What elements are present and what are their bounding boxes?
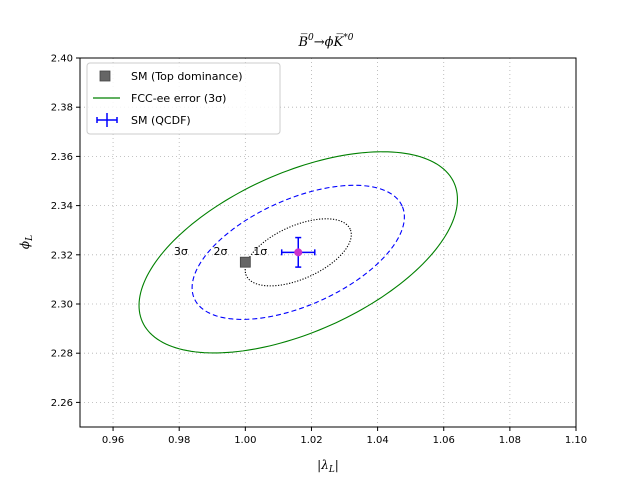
x-tick-label: 1.10 xyxy=(565,435,587,446)
x-axis-label: |λL| xyxy=(317,458,339,475)
y-tick-label: 2.38 xyxy=(51,103,73,114)
title-b-bar: B̅ xyxy=(297,34,308,50)
y-tick-label: 2.28 xyxy=(51,349,73,360)
x-tick-label: 1.08 xyxy=(499,435,521,446)
point-sm-qcdf xyxy=(280,236,316,268)
x-tick-label: 1.04 xyxy=(366,435,388,446)
y-tick-label: 2.26 xyxy=(51,398,73,409)
legend-items: SM (Top dominance) FCC-ee error (3σ) SM (Q… xyxy=(93,70,243,127)
legend-item: SM (QCDF) xyxy=(96,113,191,127)
legend-item: SM (Top dominance) xyxy=(99,70,243,83)
x-tick-label: 1.06 xyxy=(433,435,455,446)
legend-label: SM (QCDF) xyxy=(131,114,191,127)
y-axis-label: ϕL xyxy=(18,235,35,249)
confidence-ellipses xyxy=(138,151,459,354)
y-tick-label: 2.30 xyxy=(51,300,73,311)
ellipse-label: 2σ xyxy=(214,245,228,258)
legend-item: FCC-ee error (3σ) xyxy=(93,92,226,105)
x-axis-ticks: 0.96 0.98 1.00 1.02 1.04 1.06 1.08 1.10 xyxy=(102,427,587,446)
ellipse-3σ xyxy=(138,151,459,354)
title-b-superscript: 0 xyxy=(308,33,314,43)
legend-label: SM (Top dominance) xyxy=(131,70,243,83)
point-sm-top-dominance xyxy=(239,256,251,268)
x-tick-label: 0.96 xyxy=(102,435,124,446)
y-tick-label: 2.34 xyxy=(51,201,73,212)
title-arrow-phi: →ϕ xyxy=(314,35,334,50)
ellipse-annotations: 3σ 2σ 1σ xyxy=(174,245,267,258)
legend-label: FCC-ee error (3σ) xyxy=(131,92,226,105)
y-axis-ticks: 2.26 2.28 2.30 2.32 2.34 2.36 2.38 2.40 xyxy=(51,54,80,409)
title-k-bar: K̅ xyxy=(333,34,345,50)
title-k-superscript: *0 xyxy=(343,33,354,43)
plot-frame xyxy=(79,57,577,428)
y-tick-label: 2.40 xyxy=(51,54,73,65)
chart-title: B̅0→ϕK̅*0 xyxy=(297,33,353,50)
point-marker xyxy=(294,248,303,257)
ellipse-label: 1σ xyxy=(253,245,267,258)
legend: SM (Top dominance) FCC-ee error (3σ) SM (Q… xyxy=(86,62,281,135)
x-tick-label: 1.02 xyxy=(300,435,322,446)
legend-swatch-square xyxy=(99,70,111,82)
y-tick-label: 2.32 xyxy=(51,250,73,261)
x-tick-label: 1.00 xyxy=(234,435,256,446)
legend-box xyxy=(86,62,281,135)
ellipse-1σ xyxy=(244,218,352,287)
x-tick-label: 0.98 xyxy=(168,435,190,446)
y-tick-label: 2.36 xyxy=(51,152,73,163)
ellipse-label: 3σ xyxy=(174,245,188,258)
data-points xyxy=(239,236,316,268)
